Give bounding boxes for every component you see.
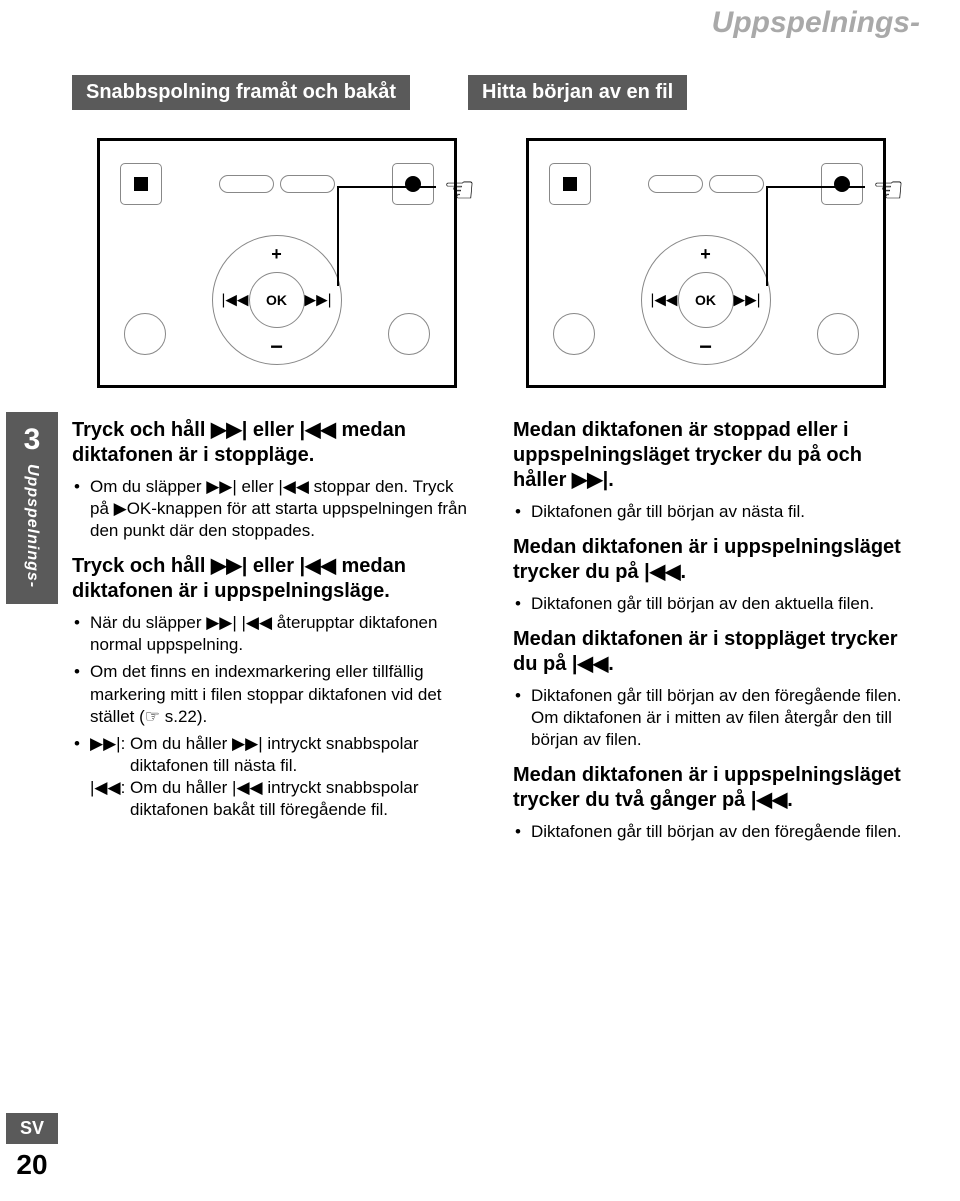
diagram-left: + − |◀◀ ▶▶| OK ☜ [72, 138, 481, 388]
skip-back-icon: |◀◀ [651, 293, 678, 308]
round-button [388, 313, 430, 355]
section-headings: Snabbspolning framåt och bakåt Hitta bör… [72, 75, 910, 110]
instruction-heading: Medan diktafonen är stoppad eller i upps… [513, 418, 910, 493]
bullet-item: Diktafonen går till början av den aktuel… [531, 593, 910, 615]
header-title: Uppspelnings- [712, 6, 920, 40]
bullet-list: Diktafonen går till början av nästa fil. [513, 501, 910, 523]
record-button [392, 163, 434, 205]
pointing-hand-icon: ☜ [443, 169, 475, 211]
skip-back-icon: |◀◀ [222, 293, 249, 308]
leader-line [767, 186, 865, 188]
instruction-heading: Tryck och håll ▶▶| eller |◀◀ medan dikta… [72, 554, 469, 604]
dpad: + − |◀◀ ▶▶| OK [212, 235, 342, 365]
instruction-heading: Medan diktafonen är i uppspelningsläget … [513, 763, 910, 813]
device-illustration: + − |◀◀ ▶▶| OK ☜ [526, 138, 886, 388]
instruction-heading: Medan diktafonen är i stoppläget trycker… [513, 627, 910, 677]
stop-button [549, 163, 591, 205]
left-column: Tryck och håll ▶▶| eller |◀◀ medan dikta… [72, 418, 469, 856]
right-column: Medan diktafonen är stoppad eller i upps… [513, 418, 910, 856]
heading-right: Hitta början av en fil [468, 75, 687, 110]
chapter-tab: 3 Uppspelnings- [6, 412, 58, 604]
minus-icon: − [270, 336, 283, 358]
chapter-number: 3 [13, 423, 51, 457]
bullet-item: Om du släpper ▶▶| eller |◀◀ stoppar den.… [90, 476, 469, 542]
skip-fwd-icon: ▶▶| [734, 293, 761, 308]
bullet-item: Om det finns en indexmarkering eller til… [90, 661, 469, 727]
ok-button: OK [249, 272, 305, 328]
bullet-list: När du släpper ▶▶| |◀◀ återupptar diktaf… [72, 612, 469, 821]
device-illustration: + − |◀◀ ▶▶| OK ☜ [97, 138, 457, 388]
sub-line: |◀◀: Om du håller |◀◀ intryckt snabbspol… [90, 777, 469, 821]
text-columns: Tryck och håll ▶▶| eller |◀◀ medan dikta… [72, 418, 910, 856]
bullet-item: ▶▶|: Om du håller ▶▶| intryckt snabbspol… [90, 733, 469, 821]
page-header: Uppspelnings- [0, 0, 960, 45]
page-number: 20 [6, 1144, 58, 1181]
bullet-list: Diktafonen går till början av den aktuel… [513, 593, 910, 615]
bullet-item: Diktafonen går till början av nästa fil. [531, 501, 910, 523]
round-button [553, 313, 595, 355]
bullet-list: Diktafonen går till början av den föregå… [513, 685, 910, 751]
manual-page: Uppspelnings- Snabbspolning framåt och b… [0, 0, 960, 1201]
bullet-list: Diktafonen går till början av den föregå… [513, 821, 910, 843]
bullet-item: Diktafonen går till början av den föregå… [531, 821, 910, 843]
heading-left: Snabbspolning framåt och bakåt [72, 75, 410, 110]
round-button [124, 313, 166, 355]
pill-button [709, 175, 764, 193]
leader-line [338, 186, 436, 188]
bullet-list: Om du släpper ▶▶| eller |◀◀ stoppar den.… [72, 476, 469, 542]
language-badge: SV [6, 1113, 58, 1144]
bullet-item: När du släpper ▶▶| |◀◀ återupptar diktaf… [90, 612, 469, 656]
instruction-heading: Medan diktafonen är i uppspelningsläget … [513, 535, 910, 585]
bullet-item: Diktafonen går till början av den föregå… [531, 685, 910, 751]
diagram-right: + − |◀◀ ▶▶| OK ☜ [501, 138, 910, 388]
record-button [821, 163, 863, 205]
pill-button [219, 175, 274, 193]
ok-button: OK [678, 272, 734, 328]
content: Snabbspolning framåt och bakåt Hitta bör… [0, 45, 960, 856]
plus-icon: + [271, 245, 282, 263]
sub-line: ▶▶|: Om du håller ▶▶| intryckt snabbspol… [90, 733, 469, 777]
pointing-hand-icon: ☜ [872, 169, 904, 211]
diagrams-row: + − |◀◀ ▶▶| OK ☜ [72, 138, 910, 388]
pill-button [280, 175, 335, 193]
skip-fwd-icon: ▶▶| [305, 293, 332, 308]
dpad: + − |◀◀ ▶▶| OK [641, 235, 771, 365]
instruction-heading: Tryck och håll ▶▶| eller |◀◀ medan dikta… [72, 418, 469, 468]
chapter-label: Uppspelnings- [23, 464, 41, 588]
stop-button [120, 163, 162, 205]
round-button [817, 313, 859, 355]
leader-line [337, 186, 339, 286]
pill-button [648, 175, 703, 193]
plus-icon: + [700, 245, 711, 263]
minus-icon: − [699, 336, 712, 358]
page-footer: SV 20 [6, 1113, 58, 1181]
leader-line [766, 186, 768, 286]
